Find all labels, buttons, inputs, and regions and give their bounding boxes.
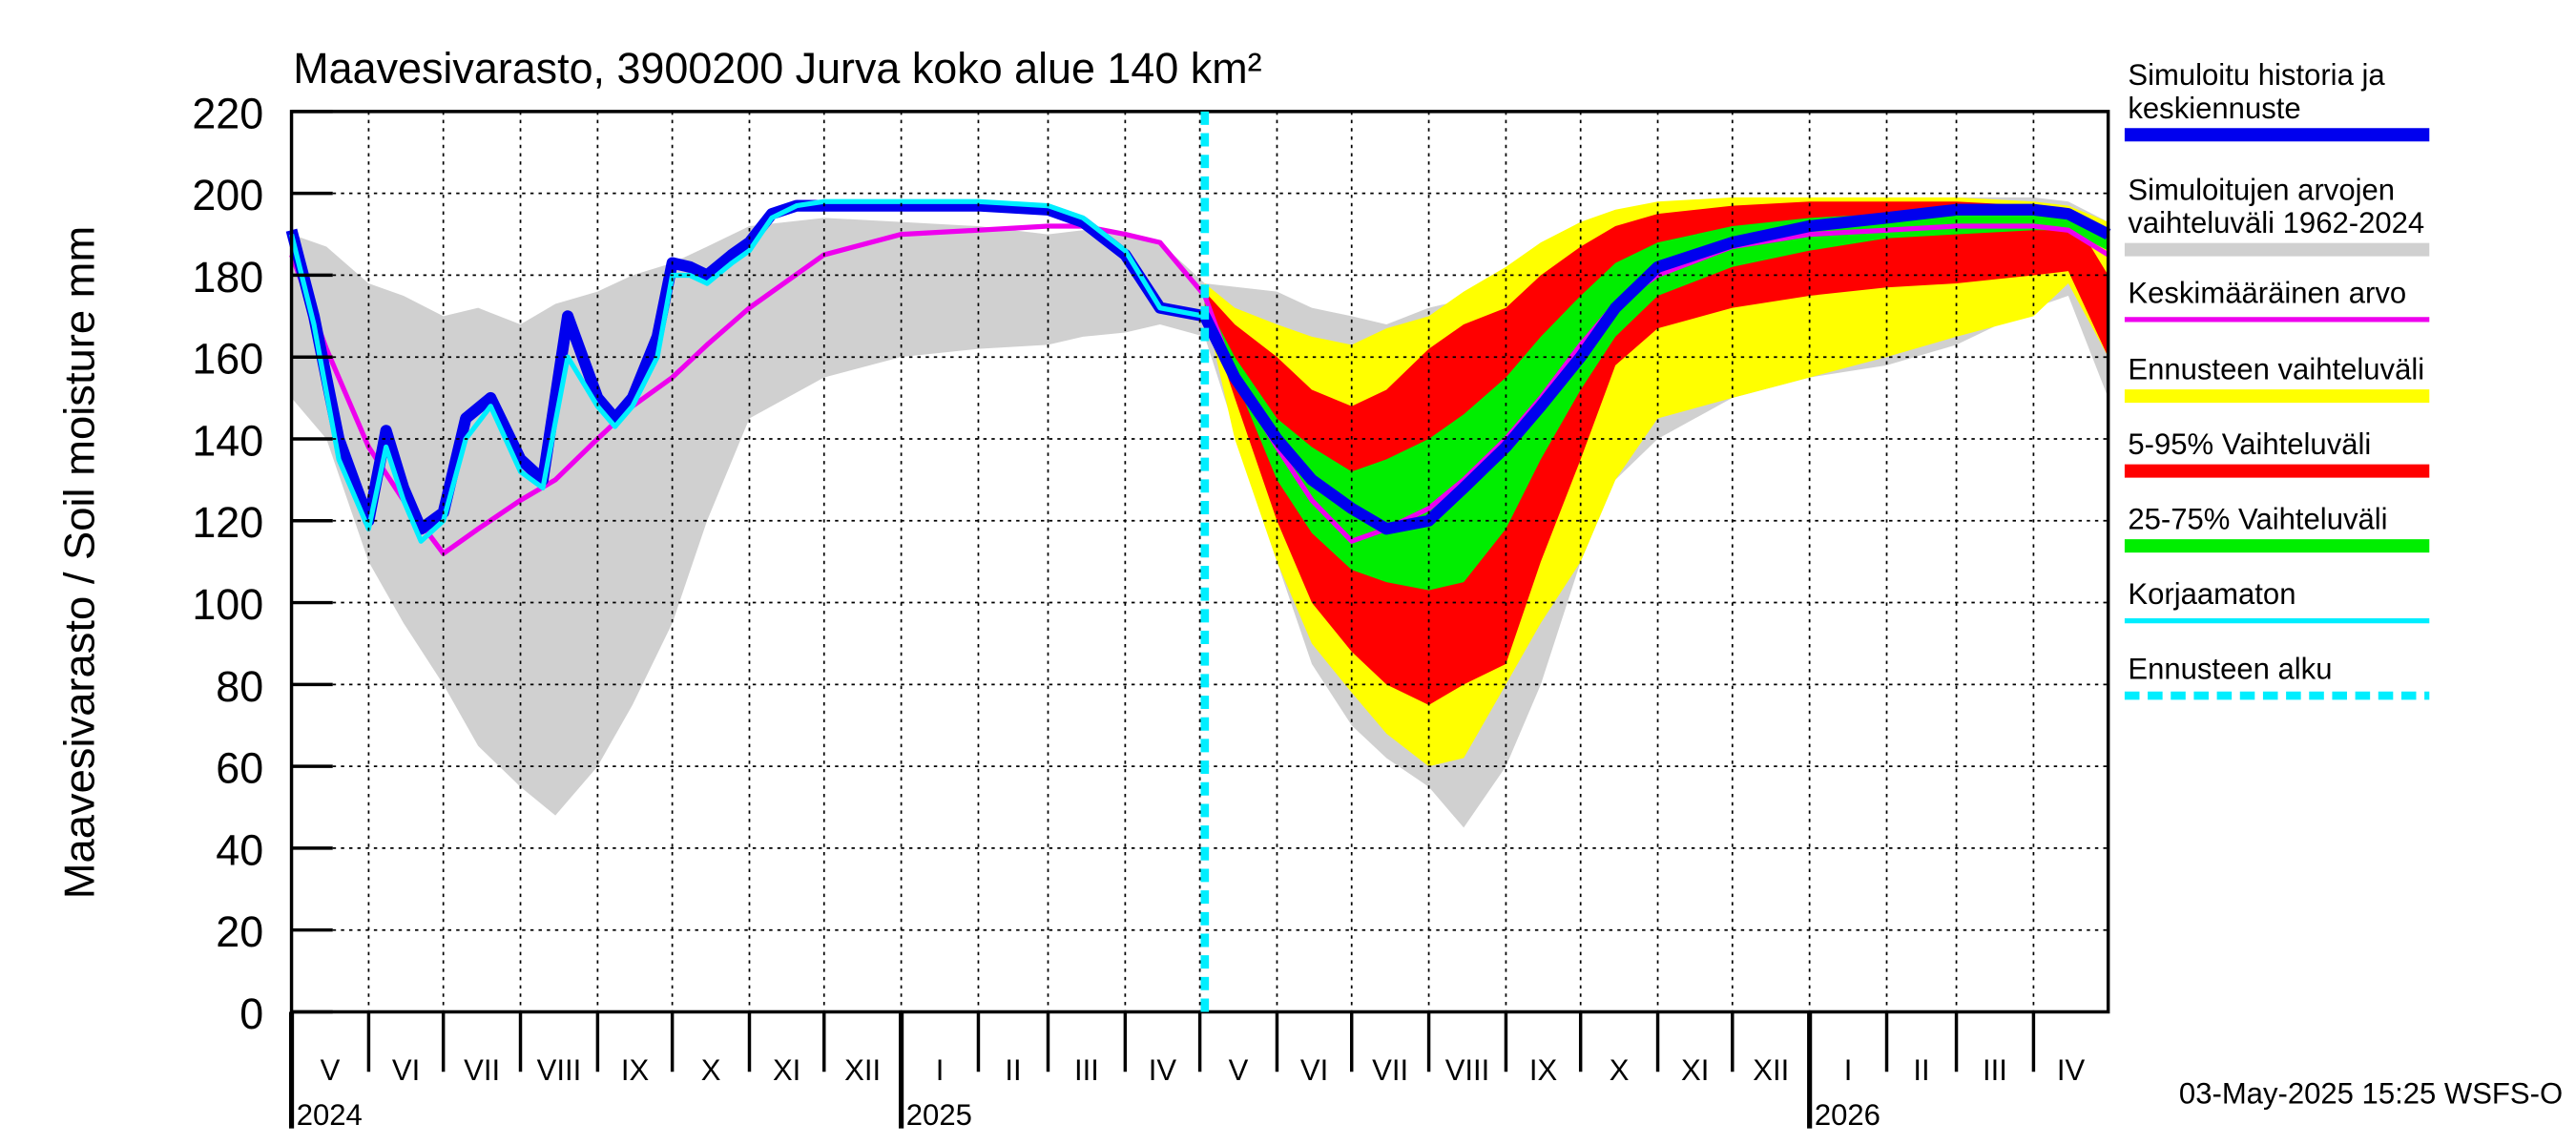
month-label-14: VII	[1372, 1053, 1408, 1087]
y-tick-label-9: 180	[192, 253, 263, 302]
month-label-13: VI	[1300, 1053, 1328, 1087]
legend-label-4: 5-95% Vaihteluväli	[2128, 427, 2371, 461]
month-label-8: I	[936, 1053, 945, 1087]
series-band-0	[291, 218, 1205, 816]
month-label-20: I	[1844, 1053, 1853, 1087]
footer-timestamp: 03-May-2025 15:25 WSFS-O	[2179, 1076, 2563, 1110]
series-line-7	[289, 198, 1206, 544]
month-label-18: XI	[1681, 1053, 1709, 1087]
legend-label-3: Ennusteen vaihteluväli	[2128, 353, 2424, 386]
y-tick-label-7: 140	[192, 416, 263, 465]
month-label-15: VIII	[1445, 1053, 1490, 1087]
y-tick-label-6: 120	[192, 498, 263, 547]
y-tick-label-2: 40	[216, 825, 263, 874]
y-axis-title: Maavesivarasto / Soil moisture mm	[55, 226, 104, 900]
month-label-1: VI	[392, 1053, 420, 1087]
month-label-21: II	[1913, 1053, 1929, 1087]
y-tick-label-11: 220	[192, 89, 263, 137]
year-label-0: 2024	[297, 1098, 363, 1132]
month-label-22: III	[1983, 1053, 2007, 1087]
y-tick-label-0: 0	[239, 989, 263, 1038]
year-label-1: 2025	[906, 1098, 972, 1132]
month-label-0: V	[321, 1053, 341, 1087]
legend-label-5: 25-75% Vaihteluväli	[2128, 503, 2387, 536]
year-label-2: 2026	[1815, 1098, 1880, 1132]
y-tick-label-1: 20	[216, 907, 263, 956]
month-label-11: IV	[1149, 1053, 1177, 1087]
plot-frame	[289, 110, 2110, 1014]
series-band-4	[1204, 209, 2109, 591]
month-label-12: V	[1229, 1053, 1249, 1087]
legend-label-7: Ennusteen alku	[2128, 652, 2332, 685]
month-label-23: IV	[2057, 1053, 2086, 1087]
series-line-6	[289, 223, 2110, 556]
y-tick-label-5: 100	[192, 580, 263, 629]
month-label-5: X	[701, 1053, 721, 1087]
month-label-6: XI	[773, 1053, 800, 1087]
month-label-16: IX	[1529, 1053, 1558, 1087]
legend-label-1-0: Simuloitujen arvojen	[2128, 173, 2395, 206]
month-label-9: II	[1005, 1053, 1021, 1087]
month-label-4: IX	[621, 1053, 650, 1087]
y-tick-label-10: 200	[192, 171, 263, 219]
legend-label-0-1: keskiennuste	[2128, 92, 2300, 125]
month-label-17: X	[1610, 1053, 1630, 1087]
month-label-3: VIII	[537, 1053, 582, 1087]
legend-label-0-0: Simuloitu historia ja	[2128, 58, 2385, 92]
plot-area	[285, 197, 2111, 828]
month-label-19: XII	[1753, 1053, 1789, 1087]
chart-title: Maavesivarasto, 3900200 Jurva koko alue …	[293, 44, 1261, 93]
month-label-2: VII	[464, 1053, 500, 1087]
month-label-7: XII	[844, 1053, 881, 1087]
y-tick-label-3: 60	[216, 743, 263, 792]
legend-label-1-1: vaihteluväli 1962-2024	[2128, 206, 2424, 239]
legend-label-2: Keskimääräinen arvo	[2128, 276, 2406, 309]
y-tick-label-4: 80	[216, 662, 263, 711]
y-tick-label-8: 160	[192, 334, 263, 383]
month-label-10: III	[1074, 1053, 1099, 1087]
legend-label-6: Korjaamaton	[2128, 577, 2296, 611]
